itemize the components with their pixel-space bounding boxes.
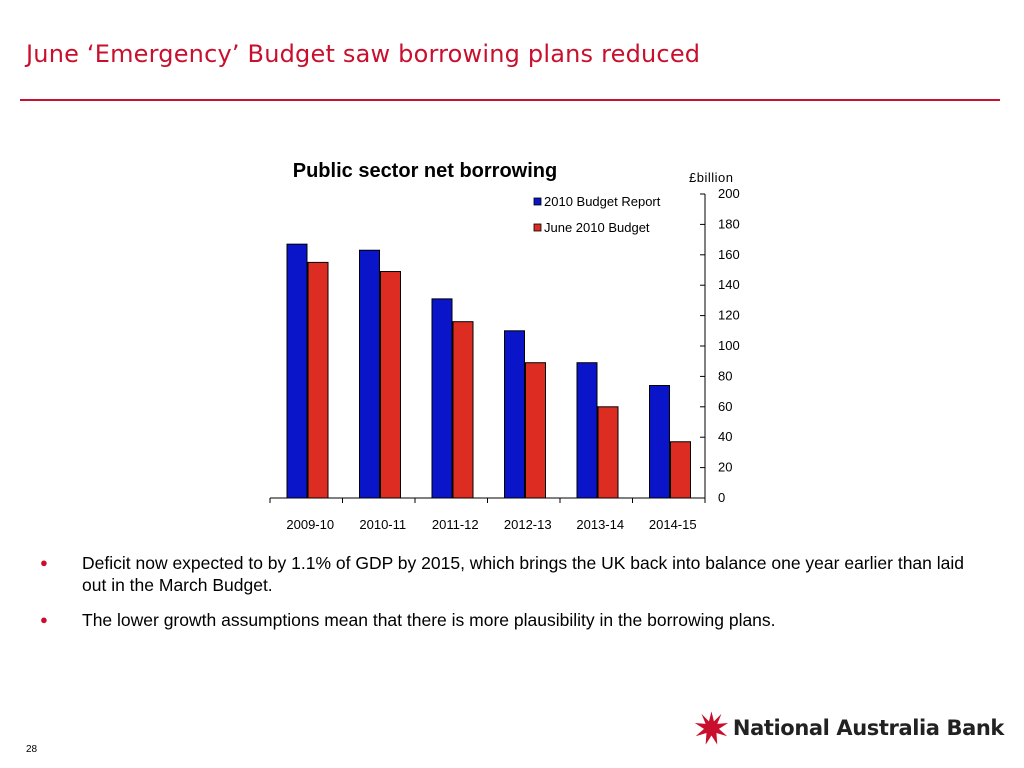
- bullet-marker: ●: [40, 555, 48, 570]
- bar-june-budget-2013-14: [597, 406, 619, 499]
- bar-june-budget-2012-13: [525, 362, 546, 499]
- bullet-list: ● Deficit now expected to by 1.1% of GDP …: [40, 552, 970, 644]
- bar-budget-report-2009-10: [286, 243, 308, 499]
- y-tick-label: 200: [718, 186, 740, 201]
- legend-swatch: [533, 223, 542, 232]
- bullet-text: Deficit now expected to by 1.1% of GDP b…: [82, 553, 964, 595]
- x-tick-label: 2010-11: [359, 517, 406, 532]
- bar-budget-report-2010-11: [359, 249, 380, 499]
- bar-june-budget-2010-11: [380, 271, 401, 499]
- bar-budget-report-2014-15: [649, 385, 670, 499]
- bar-budget-report-2013-14: [576, 362, 598, 499]
- nab-logo-text: National Australia Bank: [732, 716, 1004, 740]
- y-tick-label: 80: [718, 368, 732, 383]
- chart-title: Public sector net borrowing: [293, 160, 557, 182]
- nab-star-icon: [694, 711, 729, 745]
- y-axis-label: £billion: [689, 170, 733, 185]
- bullet-marker: ●: [40, 612, 48, 627]
- bullet-item: ● Deficit now expected to by 1.1% of GDP …: [40, 552, 970, 596]
- slide-title: June ‘Emergency’ Budget saw borrowing pl…: [26, 40, 701, 68]
- x-tick-label: 2012-13: [504, 517, 552, 532]
- y-tick-label: 100: [718, 338, 740, 353]
- bar-budget-report-2011-12: [431, 298, 453, 499]
- borrowing-bar-chart: Public sector net borrowing 2009-10 2010-1…: [269, 160, 740, 532]
- x-tick-label: 2009-10: [286, 517, 334, 532]
- bullet-item: ● The lower growth assumptions mean that …: [40, 609, 970, 631]
- y-tick-label: 0: [718, 490, 725, 505]
- page-number: 28: [26, 744, 38, 755]
- y-tick-label: 20: [718, 460, 732, 475]
- x-tick-label: 2011-12: [432, 517, 479, 532]
- bar-june-budget-2011-12: [452, 321, 474, 499]
- bar-june-budget-2009-10: [307, 261, 329, 499]
- y-tick-label: 40: [718, 429, 732, 444]
- legend-swatch: [533, 197, 542, 206]
- legend-label: June 2010 Budget: [544, 220, 650, 235]
- x-tick-label: 2014-15: [649, 517, 697, 532]
- legend-label: 2010 Budget Report: [544, 194, 661, 209]
- bar-june-budget-2014-15: [670, 441, 691, 499]
- title-divider: [20, 99, 1000, 101]
- x-tick-label: 2013-14: [576, 517, 624, 532]
- y-tick-label: 180: [718, 216, 740, 231]
- y-tick-label: 160: [718, 247, 740, 262]
- y-tick-label: 140: [718, 277, 740, 292]
- bullet-text: The lower growth assumptions mean that t…: [82, 610, 776, 630]
- y-tick-label: 120: [718, 308, 740, 323]
- y-tick-label: 60: [718, 399, 732, 414]
- bar-budget-report-2012-13: [504, 330, 525, 499]
- nab-logo: National Australia Bank: [694, 706, 1004, 750]
